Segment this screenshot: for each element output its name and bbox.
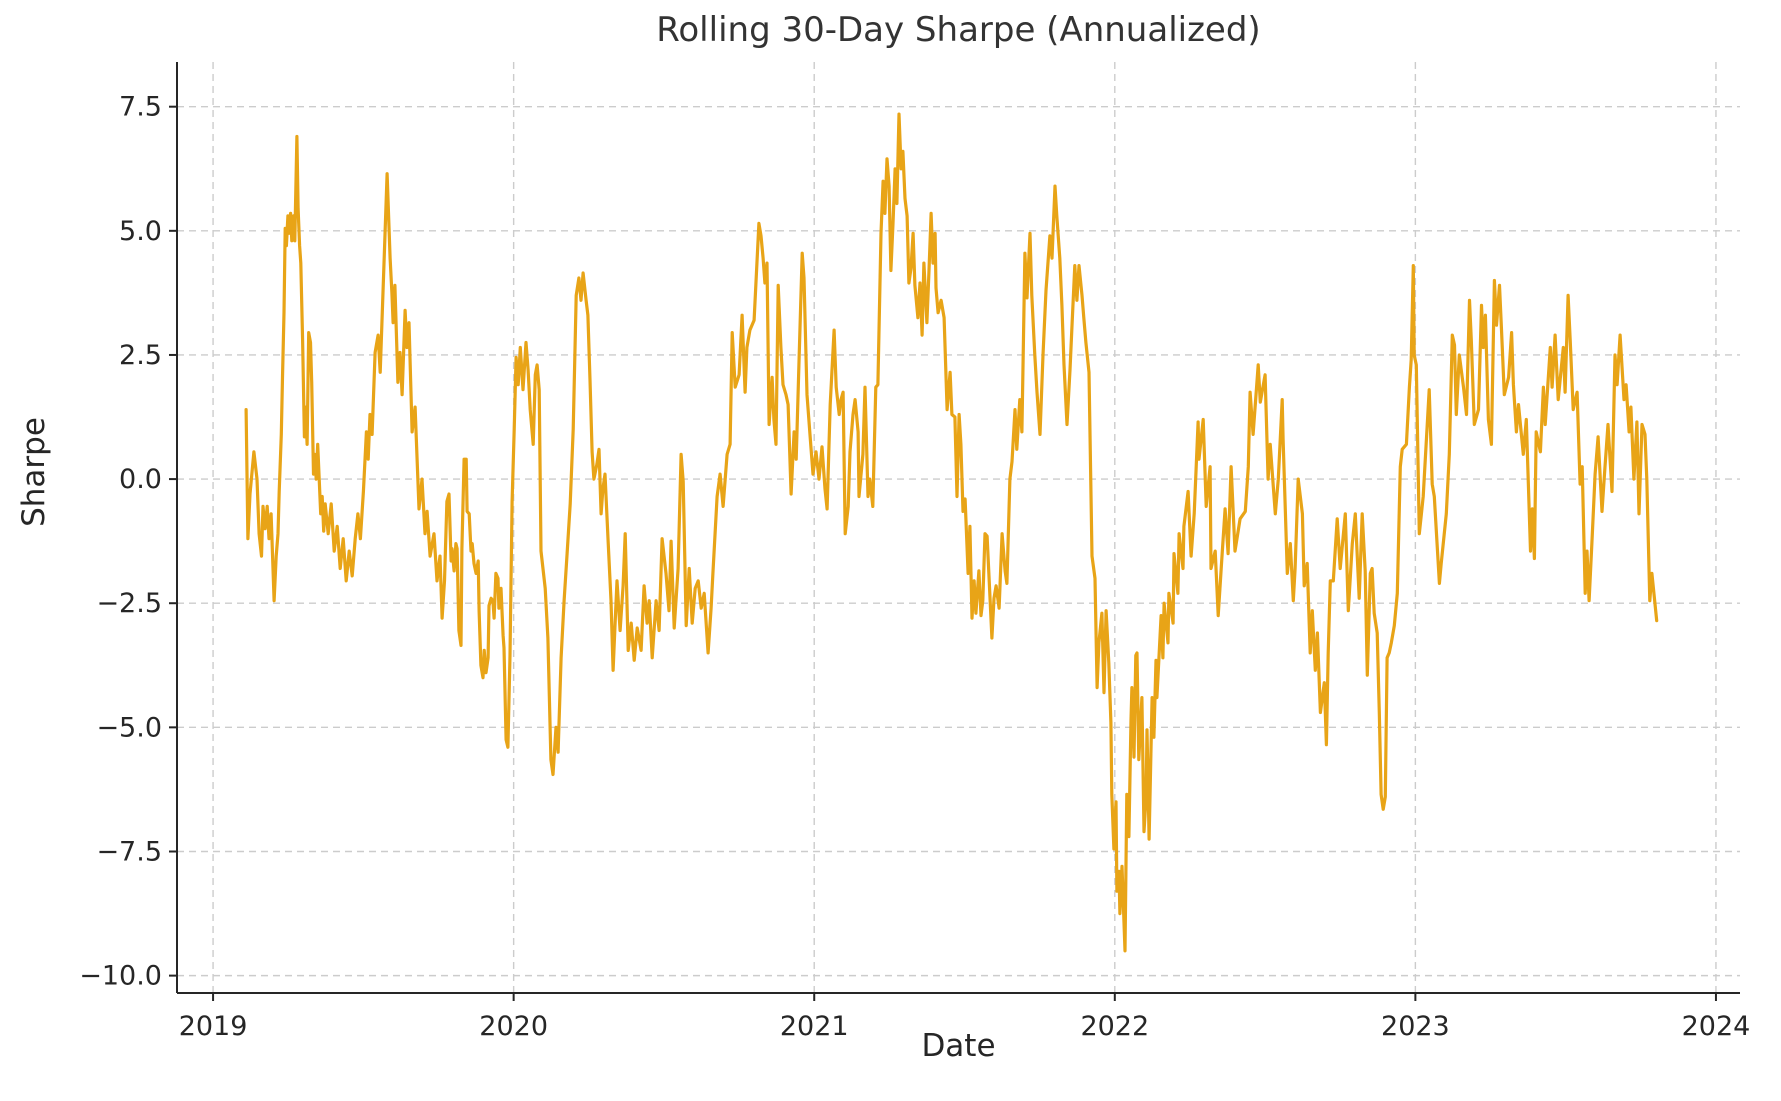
sharpe-series-line (244, 112, 1659, 953)
tick-label-x-2024: 2024 (1682, 1011, 1751, 1042)
tick-label-x-2021: 2021 (780, 1011, 849, 1042)
tick-label-x-2022: 2022 (1080, 1011, 1149, 1042)
tick-label-x-2020: 2020 (479, 1011, 548, 1042)
tick-label-y-−10.0: −10.0 (79, 961, 162, 992)
chart-title: Rolling 30-Day Sharpe (Annualized) (656, 10, 1261, 50)
x-axis-label: Date (921, 1028, 996, 1064)
tick-label-y-2.5: 2.5 (119, 340, 162, 371)
tick-label-x-2023: 2023 (1381, 1011, 1450, 1042)
tick-label-y-7.5: 7.5 (119, 92, 162, 123)
tick-label-x-2019: 2019 (179, 1011, 248, 1042)
tick-label-y-0.0: 0.0 (119, 464, 162, 495)
y-axis-label: Sharpe (16, 417, 52, 527)
tick-label-y-−5.0: −5.0 (96, 712, 162, 743)
tick-label-y-−2.5: −2.5 (96, 588, 162, 619)
tick-label-y-−7.5: −7.5 (96, 836, 162, 867)
tick-label-y-5.0: 5.0 (119, 216, 162, 247)
